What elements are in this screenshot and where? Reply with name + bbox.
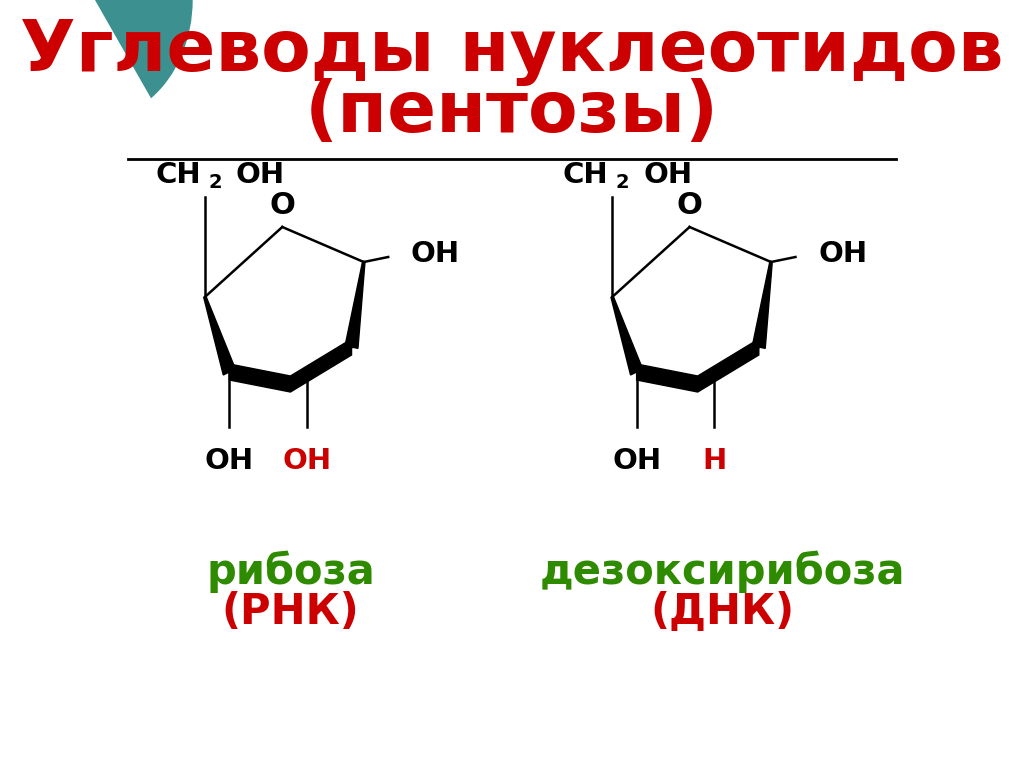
Text: (пентозы): (пентозы) — [305, 77, 719, 146]
Text: OH: OH — [205, 447, 254, 475]
Polygon shape — [611, 296, 643, 375]
Text: (ДНК): (ДНК) — [650, 591, 795, 633]
Polygon shape — [753, 262, 772, 348]
Text: CH: CH — [562, 161, 608, 189]
Wedge shape — [95, 0, 193, 98]
Text: CH: CH — [156, 161, 201, 189]
Text: H: H — [701, 447, 726, 475]
Text: рибоза: рибоза — [206, 551, 375, 593]
Text: (РНК): (РНК) — [221, 591, 359, 633]
Text: O: O — [677, 190, 702, 219]
Polygon shape — [637, 339, 759, 392]
Text: OH: OH — [612, 447, 662, 475]
Text: OH: OH — [411, 240, 460, 268]
Text: O: O — [269, 190, 295, 219]
Text: 2: 2 — [616, 173, 630, 193]
Text: OH: OH — [236, 161, 285, 189]
Text: OH: OH — [818, 240, 867, 268]
Polygon shape — [229, 339, 351, 392]
Polygon shape — [204, 296, 236, 375]
Polygon shape — [345, 262, 365, 348]
Text: OH: OH — [283, 447, 332, 475]
Text: Углеводы нуклеотидов: Углеводы нуклеотидов — [20, 18, 1004, 87]
Text: дезоксирибоза: дезоксирибоза — [540, 551, 905, 593]
Text: OH: OH — [643, 161, 692, 189]
Text: 2: 2 — [209, 173, 222, 193]
